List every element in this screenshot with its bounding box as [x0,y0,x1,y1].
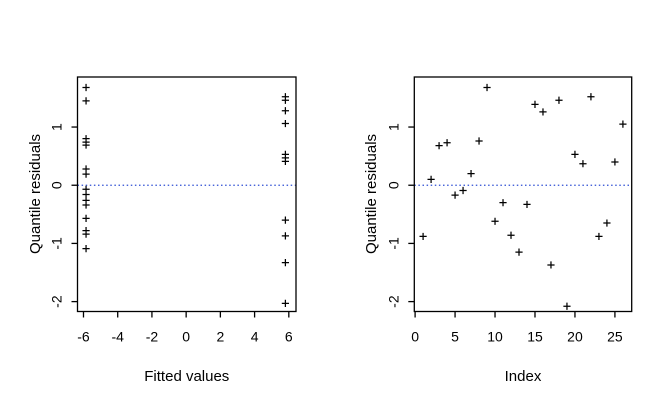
plot-box [413,76,633,313]
data-points-residuals-by-index [419,83,627,310]
left-plot-generated: -6 -4 -2 0 2 4 6 -2 -1 0 1 [49,76,297,345]
right-plot-generated: 0 5 10 15 20 25 -2 -1 0 1 [385,76,633,345]
y-tick-label: 1 [49,123,65,131]
plot-0: -6 -4 -2 0 2 4 6 -2 -1 0 1 Fitted values Quantile … [27,76,297,385]
y-tick-label: -2 [385,295,401,308]
plot-box [76,76,297,313]
x-tick-label: -2 [146,329,159,345]
y-tick-label: 1 [385,123,401,131]
y-tick-label: -1 [49,237,65,250]
right-plot-ylabel: Quantile residuals [363,134,380,254]
right-plot-xlabel: Index [505,368,542,385]
y-tick-label: -1 [385,237,401,250]
x-tick-label: 20 [567,329,583,345]
x-tick-label: 15 [527,329,543,345]
x-tick-label: 25 [607,329,623,345]
y-tick-label: 0 [385,181,401,189]
x-tick-label: 6 [285,329,293,345]
x-tick-label: -6 [77,329,90,345]
x-tick-label: 4 [251,329,259,345]
x-tick-label: -4 [111,329,124,345]
x-tick-label: 2 [216,329,224,345]
data-points-fitted-low-group [82,83,90,253]
x-tick-label: 0 [411,329,419,345]
left-plot-xlabel: Fitted values [144,368,229,385]
x-tick-label: 0 [182,329,190,345]
x-tick-label: 5 [451,329,459,345]
y-tick-label: -2 [49,295,65,308]
x-tick-label: 10 [487,329,503,345]
y-tick-label: 0 [49,181,65,189]
data-points-fitted-high-group [281,93,289,307]
plot-1: 0 5 10 15 20 25 -2 -1 0 1 Index Quantile residual… [363,76,633,385]
left-plot-ylabel: Quantile residuals [27,134,44,254]
